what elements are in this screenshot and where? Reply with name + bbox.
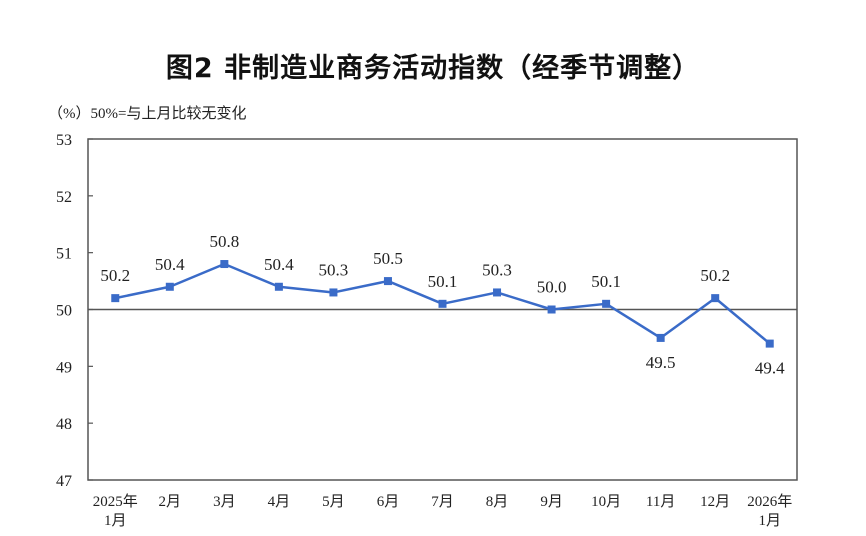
x-tick-label: 1月: [104, 513, 127, 529]
x-tick-label: 2025年: [93, 493, 138, 510]
data-point: [656, 333, 665, 342]
y-tick-label: 50: [56, 303, 72, 320]
y-tick-label: 52: [56, 189, 72, 206]
data-label: 50.1: [591, 272, 621, 291]
data-point: [711, 294, 720, 303]
data-point: [165, 282, 174, 291]
data-label: 50.2: [100, 266, 130, 285]
data-point: [547, 305, 556, 314]
data-point: [111, 294, 120, 303]
data-label: 50.8: [209, 232, 239, 251]
x-tick-label: 10月: [591, 494, 621, 510]
data-point: [602, 299, 611, 308]
x-tick-label: 6月: [377, 494, 400, 510]
data-point: [329, 288, 338, 297]
data-point: [274, 282, 283, 291]
y-tick-label: 48: [56, 416, 72, 433]
data-point: [765, 339, 774, 348]
y-tick-label: 47: [56, 473, 72, 490]
unit-note: （%）50%=与上月比较无变化: [48, 106, 247, 122]
data-label: 50.4: [155, 255, 185, 274]
data-label: 50.2: [700, 266, 730, 285]
data-label: 49.4: [755, 359, 785, 378]
x-tick-label: 7月: [431, 494, 454, 510]
x-tick-label: 9月: [540, 494, 563, 510]
data-label: 50.3: [482, 260, 512, 279]
data-label: 49.5: [646, 353, 676, 372]
x-tick-label: 12月: [700, 494, 730, 510]
data-label: 50.5: [373, 249, 403, 268]
y-tick-label: 53: [56, 132, 72, 149]
data-label: 50.4: [264, 255, 294, 274]
x-tick-label: 11月: [646, 494, 675, 510]
x-tick-label: 8月: [486, 494, 509, 510]
y-tick-label: 49: [56, 359, 72, 376]
data-label: 50.3: [319, 260, 349, 279]
chart-title: 图2 非制造业商务活动指数（经季节调整）: [165, 53, 701, 84]
x-tick-label: 2月: [159, 494, 182, 510]
data-point: [220, 260, 229, 269]
x-tick-label: 5月: [322, 494, 345, 510]
x-tick-label: 4月: [268, 494, 291, 510]
y-tick-label: 51: [56, 246, 72, 263]
data-label: 50.1: [428, 272, 458, 291]
x-tick-label: 1月: [758, 513, 781, 529]
data-label: 50.0: [537, 278, 567, 297]
data-point: [383, 277, 392, 286]
data-point: [438, 299, 447, 308]
data-point: [493, 288, 502, 297]
x-tick-label: 3月: [213, 494, 236, 510]
x-tick-label: 2026年: [747, 493, 792, 510]
